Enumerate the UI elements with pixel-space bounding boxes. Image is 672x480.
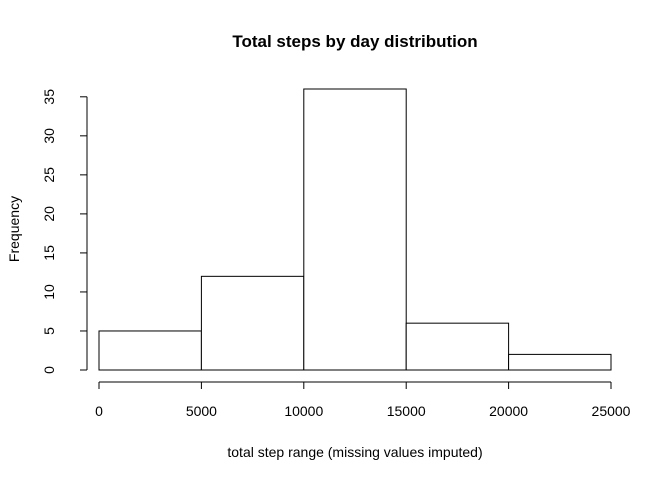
- y-tick-label: 25: [41, 167, 57, 183]
- x-axis: 0 5000 10000 15000 20000 25000: [95, 381, 631, 419]
- x-tick-label: 20000: [489, 403, 528, 419]
- y-tick-label: 30: [41, 128, 57, 144]
- histogram-bar: [405, 322, 510, 371]
- x-tick-label: 25000: [592, 403, 631, 419]
- x-tick-label: 15000: [387, 403, 426, 419]
- histogram-bar: [200, 275, 305, 371]
- y-tick-label: 20: [41, 206, 57, 222]
- chart-title: Total steps by day distribution: [232, 32, 477, 51]
- y-tick-label: 15: [41, 245, 57, 261]
- x-tick-label: 10000: [284, 403, 323, 419]
- bars-group: [98, 88, 612, 371]
- histogram-bar: [98, 330, 202, 371]
- y-tick-label: 35: [41, 89, 57, 105]
- histogram-bar: [508, 353, 612, 371]
- y-tick-label: 5: [41, 327, 57, 335]
- x-tick-label: 0: [95, 403, 103, 419]
- y-tick-label: 10: [41, 284, 57, 300]
- histogram-bar: [303, 88, 407, 371]
- y-tick-label: 0: [41, 366, 57, 374]
- y-axis: 0 5 10 15 20 25 30 35: [41, 89, 88, 374]
- x-axis-label: total step range (missing values imputed…: [227, 444, 482, 460]
- y-axis-label: Frequency: [6, 196, 22, 262]
- x-tick-label: 5000: [186, 403, 217, 419]
